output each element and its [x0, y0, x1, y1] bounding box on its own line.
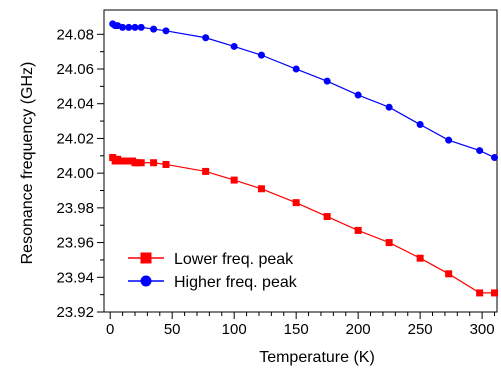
legend-item: Higher freq. peak: [128, 274, 298, 291]
data-point: [476, 289, 484, 297]
plot-frame: [103, 9, 498, 313]
x-tick-label: 50: [164, 321, 181, 338]
legend-label: Lower freq. peak: [174, 251, 294, 268]
data-point: [476, 147, 484, 155]
data-point: [150, 159, 158, 167]
data-point: [162, 27, 170, 35]
x-axis-title: Temperature (K): [259, 349, 375, 366]
data-point: [119, 23, 127, 31]
legend-item: Lower freq. peak: [128, 251, 294, 268]
data-point: [162, 160, 170, 168]
series-line: [112, 157, 495, 294]
series-2: [109, 20, 499, 162]
x-tick-label: 150: [284, 321, 309, 338]
data-point: [354, 226, 362, 234]
legend-marker: [140, 275, 152, 287]
y-tick-label: 24.08: [56, 26, 94, 43]
data-point: [133, 159, 141, 167]
data-point: [385, 239, 393, 247]
data-point: [202, 34, 210, 42]
data-point: [491, 289, 499, 297]
data-point: [354, 91, 362, 99]
y-tick-label: 23.92: [56, 304, 94, 321]
plot-series: [109, 20, 499, 297]
y-tick-label: 23.98: [56, 200, 94, 217]
data-point: [385, 103, 393, 111]
data-point: [292, 65, 300, 73]
data-point: [323, 213, 331, 221]
x-tick-label: 0: [106, 321, 114, 338]
axes: 23.92 23.94 23.96 23.98 24.00 24.02 24.04 24.06…: [56, 9, 498, 338]
data-point: [323, 77, 331, 85]
data-point: [137, 159, 145, 167]
y-tick-label: 24.06: [56, 61, 94, 78]
y-tick-label: 23.94: [56, 269, 94, 286]
data-point: [230, 176, 238, 184]
y-tick-label: 24.04: [56, 96, 94, 113]
y-tick-label: 23.96: [56, 235, 94, 252]
y-tick-label: 24.02: [56, 130, 94, 147]
data-point: [131, 23, 139, 31]
legend: Lower freq. peak Higher freq. peak: [128, 251, 298, 291]
data-point: [150, 25, 158, 33]
data-point: [202, 167, 210, 175]
series-1: [109, 154, 499, 297]
data-point: [445, 270, 453, 278]
data-point: [257, 51, 265, 59]
y-tick-label: 24.00: [56, 165, 94, 182]
legend-label: Higher freq. peak: [174, 274, 298, 291]
data-point: [230, 42, 238, 50]
data-point: [416, 121, 424, 129]
x-tick-label: 300: [470, 321, 495, 338]
data-point: [137, 23, 145, 31]
y-axis-title: Resonance frequency (GHz): [19, 62, 36, 265]
x-tick-label: 100: [222, 321, 247, 338]
series-line: [112, 23, 495, 159]
data-point: [125, 23, 133, 31]
data-point: [416, 254, 424, 262]
data-point: [445, 136, 453, 144]
data-point: [491, 154, 499, 162]
x-tick-label: 250: [408, 321, 433, 338]
data-point: [292, 199, 300, 207]
data-point: [257, 185, 265, 193]
legend-marker: [140, 252, 152, 264]
x-tick-label: 200: [346, 321, 371, 338]
